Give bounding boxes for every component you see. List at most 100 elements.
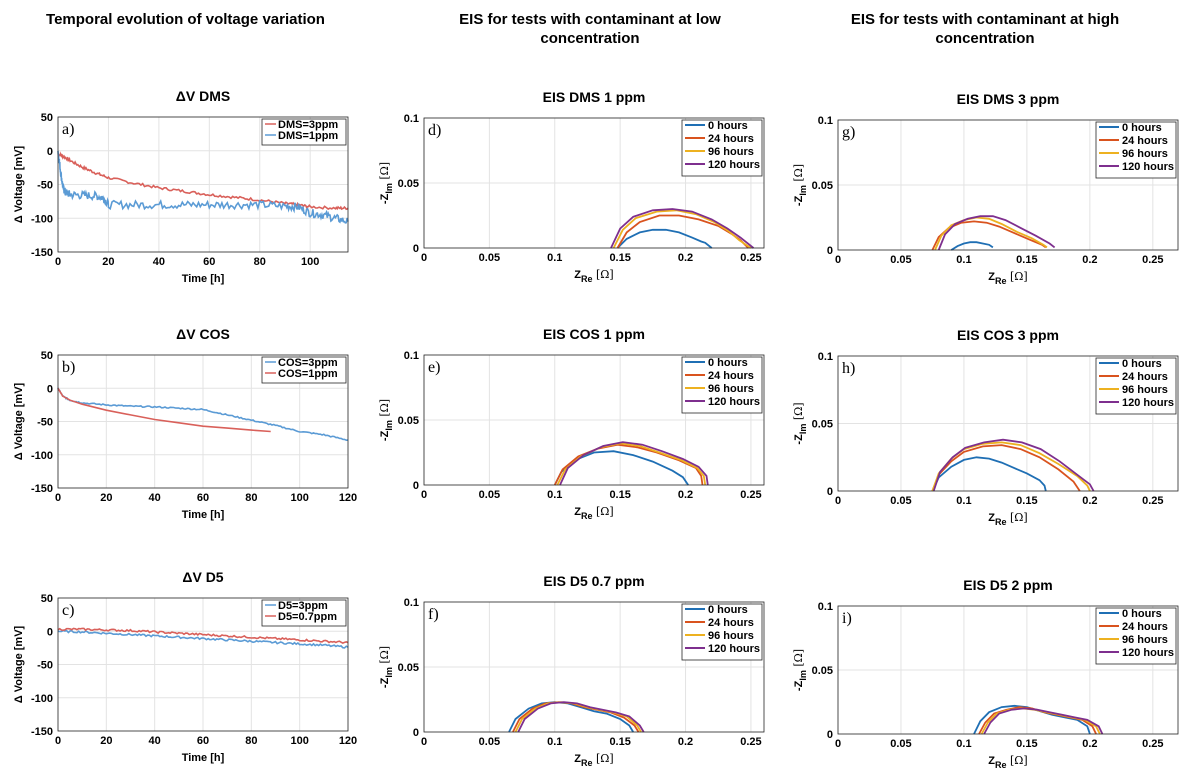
x-tick-label: 0.1	[956, 738, 971, 750]
legend-label: 96 hours	[708, 630, 754, 642]
legend-label: 120 hours	[1122, 161, 1174, 173]
y-axis-label: -ZIm [Ω]	[378, 162, 394, 204]
x-tick-label: 0	[55, 256, 61, 268]
panel-letter: b)	[62, 359, 75, 376]
panel-letter: h)	[842, 360, 855, 377]
panel-letter: a)	[62, 121, 74, 138]
y-tick-label: 50	[41, 593, 53, 605]
y-tick-label: -50	[37, 417, 53, 429]
x-tick-label: 40	[153, 256, 165, 268]
axes-frame	[423, 117, 765, 249]
panel-title: EIS D5 2 ppm	[963, 577, 1052, 593]
panel-letter: i)	[842, 610, 852, 627]
x-tick-label: 20	[100, 735, 112, 747]
x-tick-label: 0.1	[547, 489, 562, 501]
x-tick-label: 0.25	[1142, 738, 1163, 750]
chart-panel-6: EIS D5 0.7 ppm 0 0.05 0.1 0.15 0.2 0.25 0.1 0.05…	[398, 573, 765, 748]
y-tick-label: 0.05	[812, 180, 833, 192]
panel-title: EIS COS 1 ppm	[543, 326, 645, 342]
x-tick-label: 0.05	[890, 495, 911, 507]
x-tick-label: 0.2	[1082, 495, 1097, 507]
legend-label: 0 hours	[1122, 358, 1162, 370]
y-tick-label: -150	[31, 726, 53, 738]
panel-letter: g)	[842, 124, 855, 141]
x-tick-label: 0	[835, 738, 841, 750]
legend-label: 96 hours	[1122, 634, 1168, 646]
column-heading-low-line2: concentration	[540, 30, 640, 47]
y-axis-label: Δ Voltage [mV]	[13, 145, 25, 223]
y-tick-label: 0	[47, 383, 53, 395]
chart-panel-5: EIS COS 1 ppm 0 0.05 0.1 0.15 0.2 0.25 0.1 0.05 0…	[398, 326, 765, 501]
x-axis-label: ZRe [Ω]	[574, 752, 613, 768]
panel-title: EIS DMS 1 ppm	[543, 89, 646, 105]
y-tick-label: 0	[413, 727, 419, 739]
y-tick-label: 0.1	[818, 601, 833, 613]
x-tick-label: 0	[835, 254, 841, 266]
x-tick-label: 0.1	[956, 254, 971, 266]
x-tick-label: 0.25	[740, 736, 761, 748]
column-heading-voltage: Temporal evolution of voltage variation	[8, 10, 363, 29]
y-axis-label: -ZIm [Ω]	[378, 399, 394, 441]
series-line-2	[57, 387, 271, 433]
y-tick-label: -50	[37, 660, 53, 672]
chart-panel-2: ΔV COS 0 20 40 60 80 100 120 50 0 -50 -100 -150 b) COS…	[31, 326, 357, 504]
legend-label: COS=1ppm	[278, 368, 338, 380]
x-tick-label: 100	[290, 492, 308, 504]
x-axis-label: ZRe [Ω]	[988, 754, 1027, 770]
series-line-1	[616, 228, 713, 249]
legend-label: 0 hours	[708, 357, 748, 369]
series-line-3	[934, 216, 1048, 251]
series-line-1	[57, 151, 349, 211]
legend-label: 0 hours	[708, 120, 748, 132]
x-tick-label: 60	[197, 492, 209, 504]
x-tick-label: 0.1	[547, 736, 562, 748]
x-tick-label: 0.15	[609, 736, 630, 748]
y-tick-label: 50	[41, 350, 53, 362]
x-axis-label: ZRe [Ω]	[988, 270, 1027, 286]
legend-label: 96 hours	[1122, 384, 1168, 396]
x-tick-label: 0.2	[1082, 738, 1097, 750]
x-tick-label: 0	[55, 735, 61, 747]
axes-frame	[837, 605, 1179, 735]
series-line-4	[937, 215, 1056, 251]
x-tick-label: 0	[421, 489, 427, 501]
x-tick-label: 80	[245, 492, 257, 504]
x-tick-label: 20	[102, 256, 114, 268]
legend-label: 120 hours	[708, 396, 760, 408]
y-tick-label: 0	[827, 486, 833, 498]
legend-label: 96 hours	[1122, 148, 1168, 160]
series-line-2	[931, 444, 1081, 492]
series-line-1	[508, 701, 634, 733]
y-tick-label: 0.1	[818, 115, 833, 127]
x-tick-label: 120	[339, 492, 357, 504]
series-line-1	[931, 456, 1047, 492]
y-axis-label: Δ Voltage [mV]	[13, 382, 25, 460]
y-tick-label: -100	[31, 450, 53, 462]
y-tick-label: 0.1	[404, 597, 419, 609]
y-tick-label: 0	[47, 626, 53, 638]
y-axis-label: -ZIm [Ω]	[792, 164, 808, 206]
series-line-4	[932, 438, 1095, 492]
x-tick-label: 0.1	[956, 495, 971, 507]
y-axis-label: Δ Voltage [mV]	[13, 625, 25, 703]
y-tick-label: 0	[47, 146, 53, 158]
x-axis-label: ZRe [Ω]	[574, 505, 613, 521]
y-tick-label: 0.05	[398, 662, 419, 674]
y-tick-label: 0	[827, 245, 833, 257]
column-heading-high-line1: EIS for tests with contaminant at high	[850, 11, 1120, 28]
y-tick-label: -150	[31, 483, 53, 495]
legend-label: 24 hours	[1122, 371, 1168, 383]
panel-letter: d)	[428, 122, 441, 139]
x-tick-label: 40	[149, 735, 161, 747]
y-tick-label: 0.05	[812, 665, 833, 677]
series-line-4	[983, 707, 1104, 735]
x-tick-label: 0	[421, 252, 427, 264]
y-tick-label: 0.05	[398, 415, 419, 427]
x-tick-label: 80	[254, 256, 266, 268]
chart-panel-8: EIS COS 3 ppm 0 0.05 0.1 0.15 0.2 0.25 0.1 0.05 0…	[812, 327, 1179, 507]
x-tick-label: 0.2	[1082, 254, 1097, 266]
x-tick-label: 0.2	[678, 489, 693, 501]
legend-box	[1095, 607, 1177, 665]
legend-label: 96 hours	[708, 383, 754, 395]
